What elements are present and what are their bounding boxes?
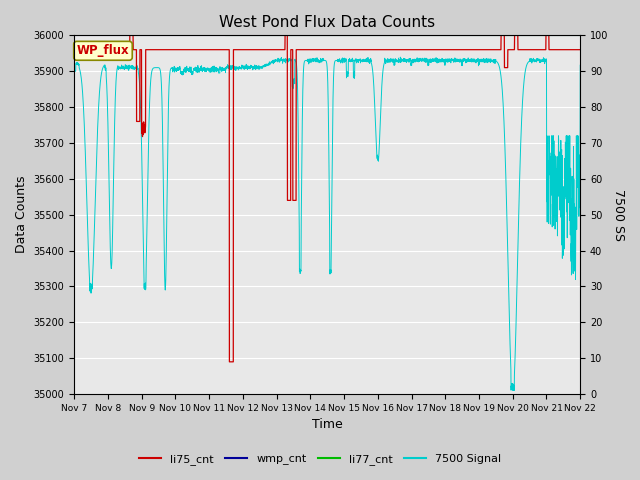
li75_cnt [567, 47, 575, 53]
wmp_cnt [512, 33, 520, 38]
wmp_cnt [577, 33, 584, 38]
wmp_cnt [70, 33, 78, 38]
li77_cnt [577, 33, 584, 38]
7500 Signal [567, 165, 575, 171]
li75_cnt [70, 47, 78, 53]
li77_cnt [541, 33, 549, 38]
li75_cnt [158, 47, 166, 53]
Line: 7500 Signal: 7500 Signal [74, 57, 580, 390]
wmp_cnt [128, 33, 136, 38]
wmp_cnt [566, 33, 574, 38]
li75_cnt [287, 197, 294, 203]
li75_cnt [265, 47, 273, 53]
li75_cnt [126, 33, 134, 38]
Text: WP_flux: WP_flux [77, 44, 129, 57]
7500 Signal [70, 68, 78, 74]
Line: li75_cnt: li75_cnt [74, 36, 580, 362]
li75_cnt [577, 47, 584, 53]
7500 Signal [510, 387, 518, 393]
li77_cnt [285, 33, 292, 38]
li75_cnt [512, 33, 520, 38]
Legend: li75_cnt, wmp_cnt, li77_cnt, 7500 Signal: li75_cnt, wmp_cnt, li77_cnt, 7500 Signal [135, 450, 505, 469]
li77_cnt [426, 33, 433, 38]
Title: West Pond Flux Data Counts: West Pond Flux Data Counts [219, 15, 435, 30]
Y-axis label: 7500 SS: 7500 SS [612, 189, 625, 241]
wmp_cnt [158, 33, 166, 38]
li75_cnt [128, 33, 136, 38]
7500 Signal [128, 63, 136, 69]
li77_cnt [547, 33, 554, 38]
wmp_cnt [264, 33, 272, 38]
7500 Signal [512, 318, 520, 324]
li75_cnt [225, 359, 233, 365]
7500 Signal [397, 54, 404, 60]
wmp_cnt [286, 33, 294, 38]
li77_cnt [222, 33, 230, 38]
li77_cnt [284, 33, 292, 38]
7500 Signal [286, 57, 294, 63]
li77_cnt [506, 33, 514, 38]
7500 Signal [577, 62, 584, 68]
Y-axis label: Data Counts: Data Counts [15, 176, 28, 253]
X-axis label: Time: Time [312, 419, 342, 432]
7500 Signal [264, 61, 272, 67]
7500 Signal [158, 96, 166, 102]
